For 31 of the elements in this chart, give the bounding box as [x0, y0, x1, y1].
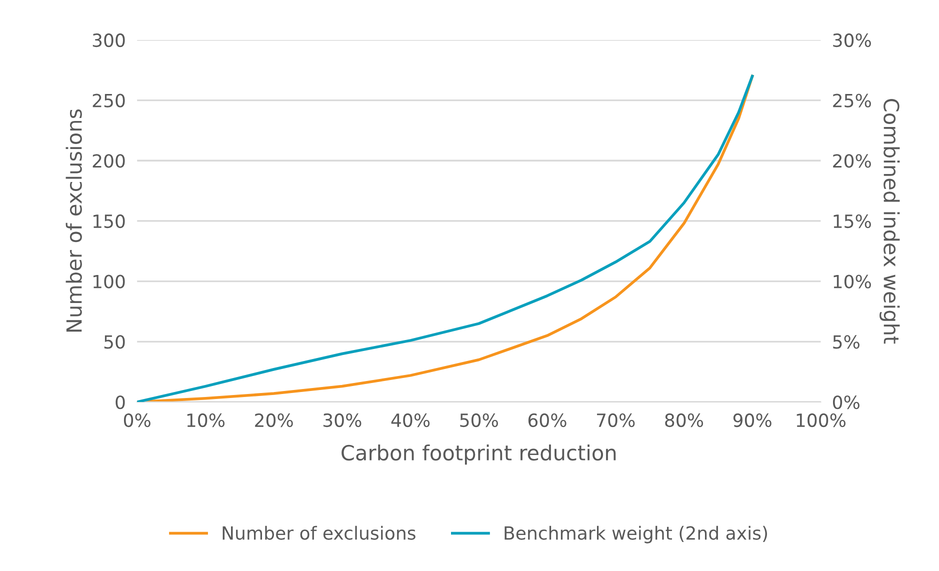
y-tick-label: 300	[92, 33, 125, 48]
x-tick-label: 90%	[733, 413, 772, 428]
y2-tick-label: 10%	[834, 274, 871, 288]
y2-tick-label: 30%	[833, 33, 871, 48]
x-tick-label: 0%	[124, 413, 150, 428]
line-series	[137, 74, 754, 402]
y-tick-label: 100	[94, 274, 125, 288]
x-tick-label: 60%	[528, 413, 566, 428]
legend-label: Number of exclusions	[222, 526, 416, 540]
x-tick-label: 20%	[255, 413, 293, 428]
y2-tick-label: 0%	[832, 395, 860, 410]
y2-tick-label: 5%	[833, 335, 860, 349]
y-tick-label: 0	[116, 395, 125, 410]
y-axis-title: Number of exclusions	[66, 109, 82, 332]
y-tick-label: 50	[104, 335, 125, 349]
y-tick-label: 200	[92, 154, 125, 168]
x-tick-label: 70%	[597, 413, 635, 428]
x-tick-label: 80%	[665, 413, 704, 428]
legend-label: Benchmark weight (2nd axis)	[504, 526, 767, 544]
y2-tick-label: 25%	[833, 94, 871, 108]
x-tick-label: 30%	[323, 413, 362, 428]
x-tick-label: 100%	[796, 413, 846, 428]
x-tick-label: 40%	[391, 413, 430, 428]
x-axis-title: Carbon footprint reduction	[342, 444, 616, 465]
y-tick-label: 250	[92, 94, 125, 108]
y2-tick-label: 15%	[834, 214, 871, 228]
x-tick-label: 10%	[187, 413, 225, 428]
y-tick-label: 150	[94, 214, 125, 228]
x-tick-label: 50%	[460, 413, 498, 428]
y2-axis-title: Combined index weight	[880, 98, 900, 344]
y2-tick-label: 20%	[833, 154, 871, 168]
